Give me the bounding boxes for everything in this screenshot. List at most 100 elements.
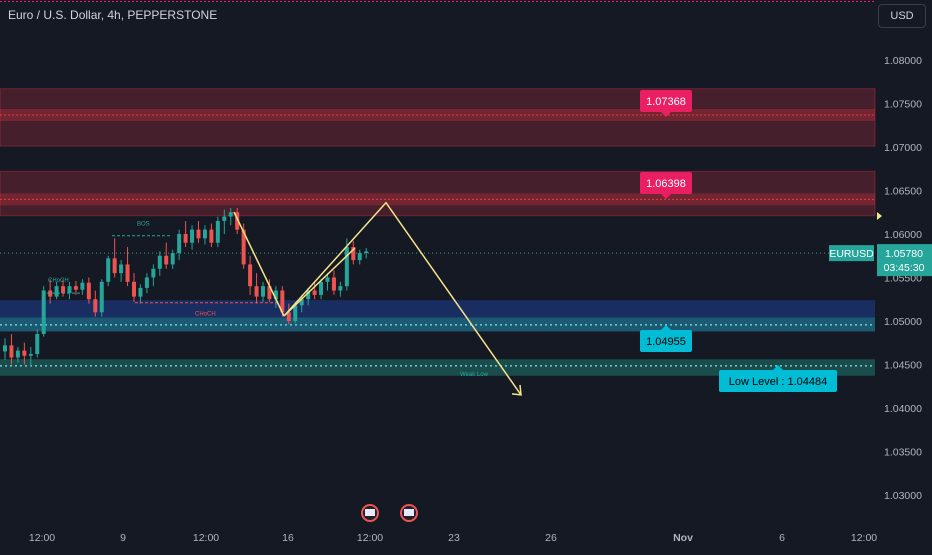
resistance-1-label: 1.07368 — [640, 90, 692, 117]
price-tick: 1.04500 — [884, 359, 922, 371]
candle-body — [299, 299, 304, 306]
candle-body — [215, 220, 220, 243]
candle-body — [202, 229, 207, 239]
candle-body — [61, 286, 66, 294]
time-tick: 9 — [120, 532, 126, 544]
price-tick: 1.08000 — [884, 55, 922, 67]
projection-arrowhead — [511, 384, 522, 396]
choch-label: CHoCH — [48, 278, 69, 284]
time-tick: 16 — [282, 532, 294, 544]
symbol-title: Euro / U.S. Dollar, 4h, PEPPERSTONE — [8, 8, 218, 22]
resistance-2-label-bg — [640, 172, 692, 194]
candle-body — [312, 290, 317, 295]
price-tick: 1.03000 — [884, 490, 922, 502]
time-tick: Nov — [673, 532, 693, 544]
support-1-label-pointer — [661, 325, 671, 330]
time-tick: 12:00 — [851, 532, 877, 544]
resistance-1-label-bg — [640, 90, 692, 112]
support-1-label: 1.04955 — [640, 325, 692, 352]
candle-body — [41, 290, 46, 335]
candles — [3, 207, 369, 367]
candle-body — [273, 290, 278, 300]
candle-body — [99, 281, 104, 313]
candle-body — [28, 354, 33, 356]
candle-body — [138, 287, 143, 297]
candle-body — [254, 286, 259, 297]
candle-body — [3, 345, 7, 352]
price-tick: 1.06000 — [884, 229, 922, 241]
candle-body — [15, 350, 20, 358]
candle-body — [241, 229, 246, 265]
candle-body — [157, 255, 162, 269]
axes: 1.080001.075001.070001.065001.060001.055… — [29, 55, 922, 544]
support-zone — [0, 359, 875, 376]
time-tick: 23 — [448, 532, 460, 544]
currency-button[interactable]: USD — [878, 4, 926, 28]
symbol-tag-bg — [829, 245, 874, 262]
candle-body — [222, 216, 227, 221]
price-tick: 1.07000 — [884, 142, 922, 154]
candle-body — [331, 277, 336, 291]
resistance-2-label-text: 1.06398 — [646, 178, 686, 190]
impulse-down-line — [233, 211, 285, 317]
current-price-tag: 1.05780 — [885, 248, 923, 260]
support-core — [0, 317, 875, 332]
projection-path — [283, 201, 522, 396]
candle-body — [106, 258, 111, 282]
candle-body — [351, 247, 356, 261]
candle-body — [151, 268, 156, 278]
resistance-zone — [0, 170, 876, 217]
candle-body — [93, 299, 98, 313]
symbol-tag: EURUSD — [829, 248, 874, 260]
axis-marker-icon — [877, 212, 882, 220]
price-zones — [0, 88, 876, 376]
candle-body — [261, 286, 265, 297]
candle-body — [164, 255, 169, 265]
support-zone — [0, 300, 875, 332]
candle-body — [267, 286, 272, 300]
flag-stripe-icon — [404, 509, 414, 516]
price-labels: 1.07368 1.06398 1.04955 Low Level : 1.04484… — [640, 90, 932, 392]
retrace-up-line — [283, 247, 356, 317]
candle-body — [9, 345, 14, 358]
price-tick: 1.05000 — [884, 316, 922, 328]
candle-body — [35, 334, 40, 355]
candle-body — [286, 312, 291, 321]
candle-body — [125, 264, 130, 282]
candle-body — [357, 253, 362, 261]
candle-body — [293, 305, 298, 321]
candle-body — [119, 264, 124, 274]
candle-body — [86, 282, 91, 300]
time-tick: 12:00 — [357, 532, 383, 544]
resistance-1-label-pointer — [661, 112, 671, 117]
candle-body — [338, 286, 343, 291]
candle-body — [319, 281, 324, 295]
low-level-label-text: Low Level : 1.04484 — [729, 376, 827, 388]
support-1-label-text: 1.04955 — [646, 336, 686, 348]
candle-body — [190, 229, 195, 243]
candle-body — [196, 229, 201, 239]
resistance-2-label-pointer — [661, 194, 671, 199]
current-price-tag-bg — [877, 244, 932, 277]
candle-body — [209, 229, 214, 243]
price-tick: 1.03500 — [884, 446, 922, 458]
candle-body — [170, 253, 175, 265]
candle-body — [132, 281, 136, 297]
time-tick: 12:00 — [29, 532, 55, 544]
candle-body — [280, 290, 285, 313]
candle-body — [48, 290, 53, 297]
candle-body — [344, 247, 349, 287]
candle-body — [54, 286, 59, 297]
candle-body — [67, 286, 72, 294]
candle-body — [235, 212, 240, 230]
resistance-1-label-text: 1.07368 — [646, 96, 686, 108]
price-tick: 1.04000 — [884, 403, 922, 415]
time-tick: 12:00 — [193, 532, 219, 544]
resistance-2-label: 1.06398 — [640, 172, 692, 199]
low-level-label-bg — [719, 370, 837, 392]
candle-body — [177, 233, 182, 254]
candle-body — [73, 286, 78, 290]
candle-body — [80, 282, 85, 290]
time-tick: 26 — [545, 532, 557, 544]
